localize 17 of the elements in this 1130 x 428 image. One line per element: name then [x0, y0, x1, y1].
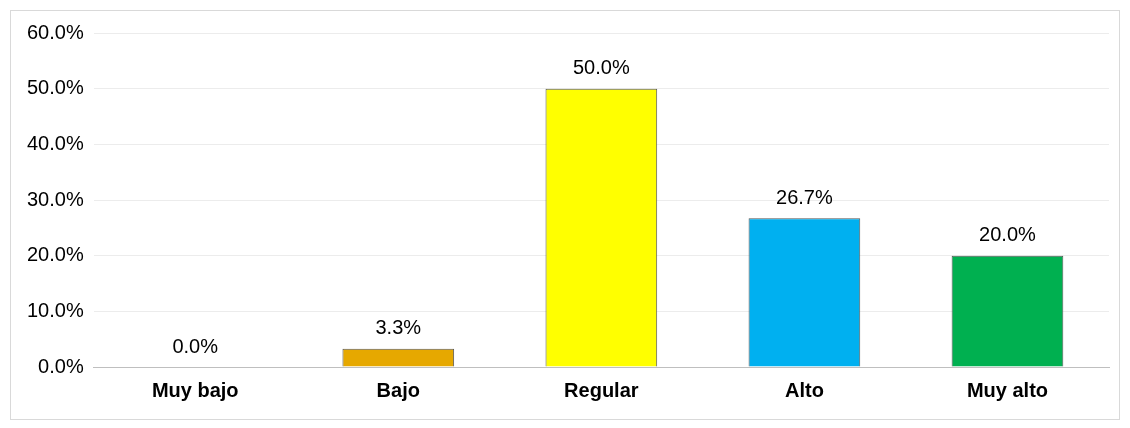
data-label: 0.0%	[172, 334, 219, 357]
data-label: 3.3%	[375, 316, 422, 339]
y-tick-label: 10.0%	[26, 298, 84, 321]
x-tick-label: Muy bajo	[151, 378, 239, 401]
y-tick-label: 50.0%	[26, 76, 84, 99]
y-tick-label: 20.0%	[26, 243, 84, 266]
data-label: 26.7%	[776, 185, 833, 208]
x-tick-label: Muy alto	[966, 378, 1049, 401]
x-tick-label: Regular	[564, 378, 639, 401]
y-tick-label: 30.0%	[26, 187, 84, 210]
data-label: 50.0%	[573, 56, 630, 79]
x-tick-label: Bajo	[376, 378, 420, 401]
y-tick-label: 40.0%	[26, 131, 84, 154]
y-tick-label: 0.0%	[38, 354, 84, 377]
y-tick-label: 60.0%	[26, 20, 84, 43]
x-tick-label: Alto	[784, 378, 824, 401]
data-label: 20.0%	[979, 223, 1037, 246]
